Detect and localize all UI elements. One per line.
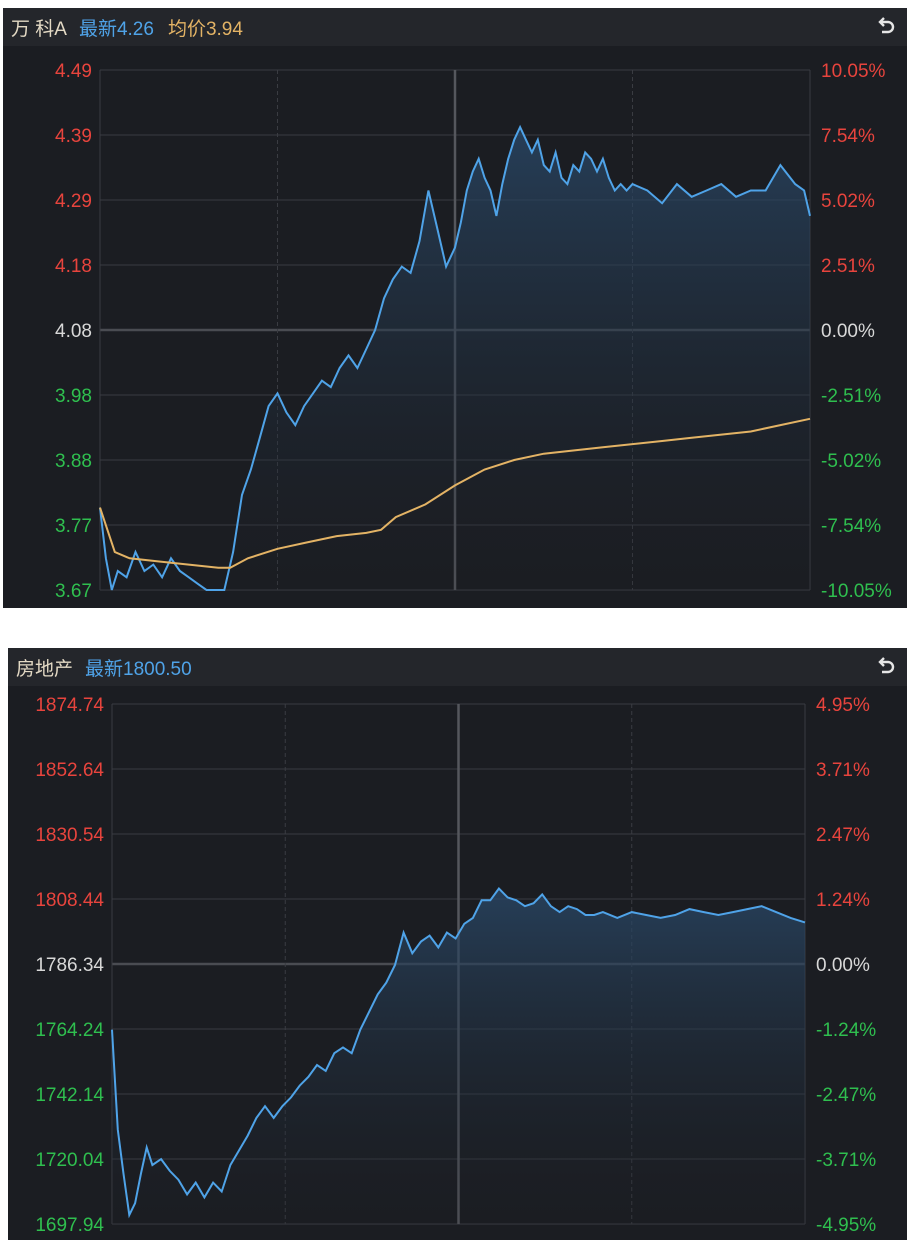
y-tick-label-right: -7.54% — [821, 516, 881, 537]
y-tick-label-left: 4.18 — [55, 256, 92, 277]
y-tick-label-right: -5.02% — [821, 451, 881, 472]
y-tick-label-right: -4.95% — [816, 1215, 876, 1236]
y-tick-label-right: 10.05% — [821, 61, 886, 82]
y-tick-label-right: 7.54% — [821, 126, 875, 147]
price-line — [111, 886, 806, 1219]
price-line — [99, 124, 811, 591]
chart-header: 万 科A 最新4.26 均价3.94 — [3, 8, 907, 46]
y-tick-label-right: -1.24% — [816, 1020, 876, 1041]
y-tick-label-right: 3.71% — [816, 760, 870, 781]
y-tick-label-left: 3.67 — [55, 581, 92, 602]
y-tick-label-right: 2.47% — [816, 825, 870, 846]
y-tick-label-right: 1.24% — [816, 890, 870, 911]
y-tick-label-left: 1786.34 — [35, 955, 104, 976]
y-tick-label-left: 1742.14 — [35, 1085, 104, 1106]
y-tick-label-right: -10.05% — [821, 581, 892, 602]
y-tick-label-left: 1874.74 — [35, 695, 104, 716]
chart-header: 房地产 最新1800.50 — [8, 648, 907, 686]
price-area-fill — [100, 127, 810, 590]
y-tick-label-right: -2.47% — [816, 1085, 876, 1106]
y-tick-label-left: 4.29 — [55, 191, 92, 212]
y-tick-label-left: 1830.54 — [35, 825, 104, 846]
intraday-chart-vanke: 4.49 10.05% 4.39 7.54% 4.29 5.02% 4.18 2.51% 4.0… — [55, 61, 892, 602]
y-tick-label-left: 1852.64 — [35, 760, 104, 781]
average-price: 均价3.94 — [167, 18, 243, 40]
price-area-fill — [112, 888, 805, 1224]
y-tick-label-right: 2.51% — [821, 256, 875, 277]
y-tick-label-left: 3.77 — [55, 516, 92, 537]
y-tick-label-right: 0.00% — [821, 321, 875, 342]
y-tick-label-left: 3.88 — [55, 451, 92, 472]
y-tick-label-left: 4.39 — [55, 126, 92, 147]
index-name: 房地产 — [16, 658, 74, 680]
y-tick-label-right: 0.00% — [816, 955, 870, 976]
stock-name: 万 科A — [11, 18, 67, 40]
undo-icon[interactable] — [875, 655, 897, 677]
latest-price: 最新1800.50 — [85, 658, 192, 680]
chart-panel-real-estate: 房地产 最新1800.50 1874.74 4.95% 1852.64 3.71% 18… — [8, 648, 907, 1240]
y-tick-label-left: 4.08 — [55, 321, 92, 342]
average-price-line — [99, 417, 811, 569]
latest-price: 最新4.26 — [78, 18, 154, 40]
y-tick-label-right: 5.02% — [821, 191, 875, 212]
y-tick-label-left: 1808.44 — [35, 890, 104, 911]
y-tick-label-right: -2.51% — [821, 386, 881, 407]
intraday-chart-real-estate: 1874.74 4.95% 1852.64 3.71% 1830.54 2.47% 1808… — [35, 695, 876, 1236]
undo-icon[interactable] — [875, 15, 897, 37]
y-tick-label-right: 4.95% — [816, 695, 870, 716]
chart-panel-vanke: 万 科A 最新4.26 均价3.94 4.49 10.05% 4.39 7.54% 4.… — [3, 8, 907, 608]
y-tick-label-left: 1720.04 — [35, 1150, 104, 1171]
y-tick-label-left: 4.49 — [55, 61, 92, 82]
y-tick-label-left: 1697.94 — [35, 1215, 104, 1236]
y-tick-label-left: 3.98 — [55, 386, 92, 407]
y-tick-label-left: 1764.24 — [35, 1020, 104, 1041]
y-tick-label-right: -3.71% — [816, 1150, 876, 1171]
